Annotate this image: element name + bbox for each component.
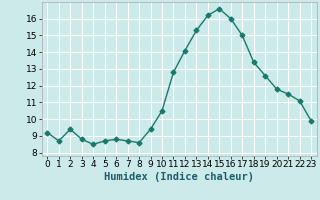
X-axis label: Humidex (Indice chaleur): Humidex (Indice chaleur)	[104, 172, 254, 182]
